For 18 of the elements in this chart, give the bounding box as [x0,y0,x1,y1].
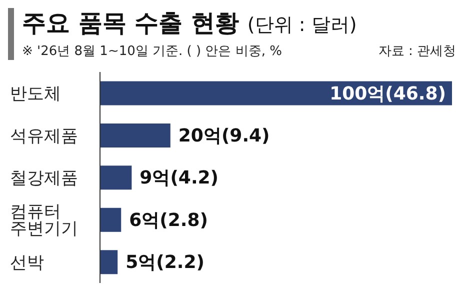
bar [100,166,132,190]
bar [100,250,118,274]
y-tick-label: 석유제품 [10,126,78,146]
data-label: 20억(9.4) [178,125,270,146]
data-label: 5억(2.2) [126,252,204,274]
bar [100,208,122,232]
chart-subtitle: ※ '26년 8월 1~10일 기준. ( ) 안은 비중, % [22,43,282,60]
y-tick-label: 반도체 [10,84,61,104]
bar [100,123,170,148]
y-tick-label: 선박 [10,252,44,273]
text: 자료 : 관세청 [378,43,456,60]
data-label: 100억(46.8) [330,83,446,104]
y-tick-label: 철강제품 [10,168,78,188]
chart-title: 주요 품목 수출 현황 (단위 : 달러) [22,9,357,37]
data-label: 9억(4.2) [140,168,219,189]
y-tick-label: 컴퓨터 주변기기 [10,202,78,240]
data-label: 6억(2.8) [129,210,208,231]
bar [100,81,452,106]
